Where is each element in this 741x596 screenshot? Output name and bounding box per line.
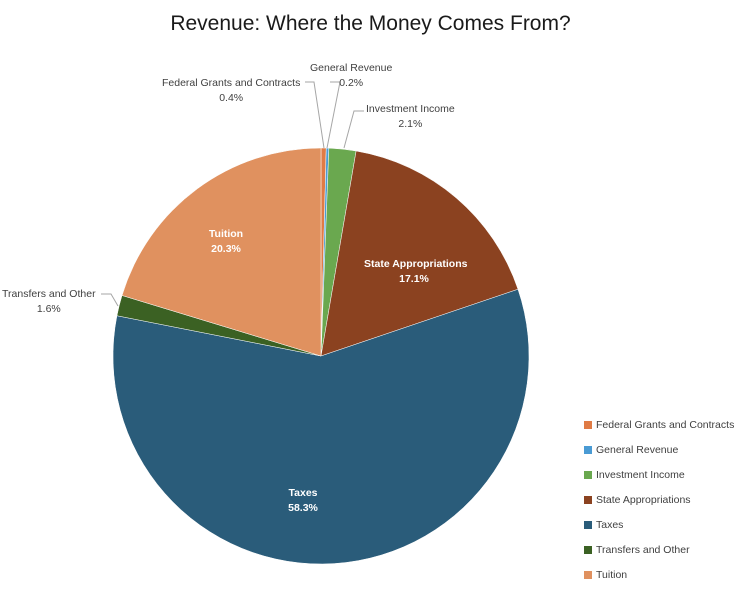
pie-slice-taxes: [112, 288, 530, 565]
legend-label: Transfers and Other: [596, 543, 690, 556]
legend-label: Taxes: [596, 518, 624, 531]
legend-item: Federal Grants and Contracts: [584, 412, 734, 437]
legend-label: Federal Grants and Contracts: [596, 418, 735, 431]
legend-swatch: [584, 520, 592, 529]
label-state: State Appropriations 17.1%: [364, 258, 468, 285]
legend-label: State Appropriations: [596, 493, 691, 506]
legend-swatch: [584, 570, 592, 579]
label-general: General Revenue 0.2%: [310, 62, 393, 89]
leader-lines: [101, 81, 364, 307]
label-tuition: Tuition 20.3%: [208, 228, 244, 255]
legend-item: Investment Income: [584, 462, 734, 487]
legend-item: State Appropriations: [584, 487, 734, 512]
label-investment: Investment Income 2.1%: [366, 103, 455, 130]
legend-item: General Revenue: [584, 437, 734, 462]
label-federal: Federal Grants and Contracts 0.4%: [162, 77, 301, 104]
legend-item: Taxes: [584, 512, 734, 537]
chart-title: Revenue: Where the Money Comes From?: [170, 12, 571, 35]
pie-slice-state-appropriations: [320, 150, 519, 357]
legend-label: General Revenue: [596, 443, 679, 456]
legend-swatch: [584, 495, 592, 504]
legend-swatch: [584, 445, 592, 454]
pie-slice-tuition: [121, 147, 322, 357]
legend-swatch: [584, 420, 592, 429]
label-taxes: Taxes 58.3%: [288, 487, 318, 514]
label-transfers: Transfers and Other 1.6%: [2, 288, 96, 315]
legend-label: Investment Income: [596, 468, 685, 481]
legend-swatch: [584, 470, 592, 479]
legend-label: Tuition: [596, 568, 628, 581]
legend-swatch: [584, 545, 592, 554]
legend: Federal Grants and Contracts General Rev…: [584, 412, 734, 587]
legend-item: Transfers and Other: [584, 537, 734, 562]
legend-item: Tuition: [584, 562, 734, 587]
